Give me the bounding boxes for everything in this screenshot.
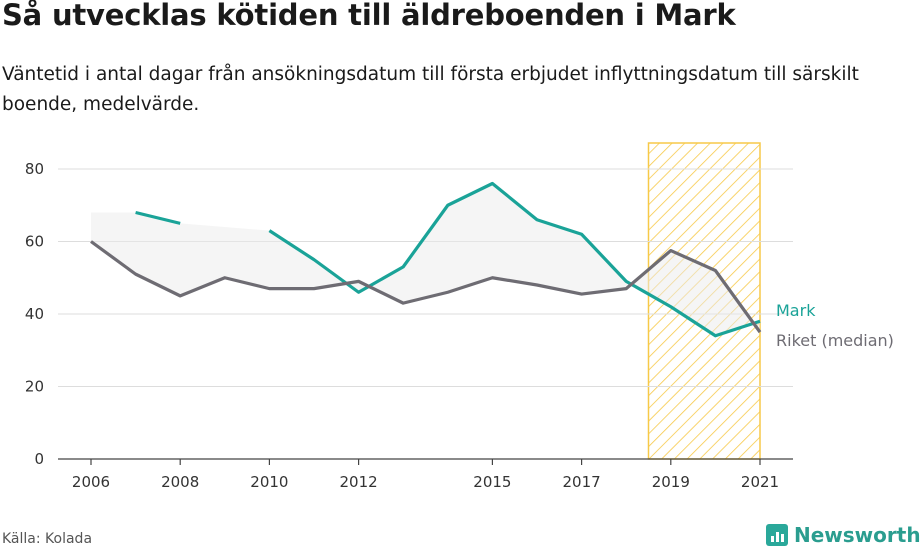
x-tick-label: 2017 [563, 473, 601, 491]
x-tick-label: 2019 [652, 473, 690, 491]
x-tick-label: 2006 [72, 473, 110, 491]
series-line-mark [268, 181, 761, 338]
x-tick-label: 2012 [340, 473, 378, 491]
y-tick-label: 0 [34, 450, 44, 468]
bar-chart-icon [766, 524, 788, 546]
newsworthy-logo: Newsworthy [766, 520, 920, 550]
x-tick-label: 2015 [473, 473, 511, 491]
y-tick-label: 20 [25, 378, 44, 396]
y-tick-label: 40 [25, 305, 44, 323]
y-tick-label: 80 [25, 160, 44, 178]
chart-title: Så utvecklas kötiden till äldreboenden i… [2, 0, 736, 32]
series-line-riket-median [90, 240, 762, 334]
chart-subtitle: Väntetid i antal dagar från ansökningsda… [2, 64, 859, 115]
series-label-riket: Riket (median) [776, 331, 894, 350]
x-tick-label: 2021 [741, 473, 779, 491]
series-label-mark: Mark [776, 301, 816, 320]
x-tick-label: 2010 [250, 473, 288, 491]
series-line-mark [135, 210, 181, 225]
difference-band [91, 183, 760, 336]
x-tick-label: 2008 [161, 473, 199, 491]
source-note: Källa: Kolada [2, 531, 93, 547]
brand-name: Newsworthy [794, 523, 920, 547]
y-tick-label: 60 [25, 233, 44, 251]
